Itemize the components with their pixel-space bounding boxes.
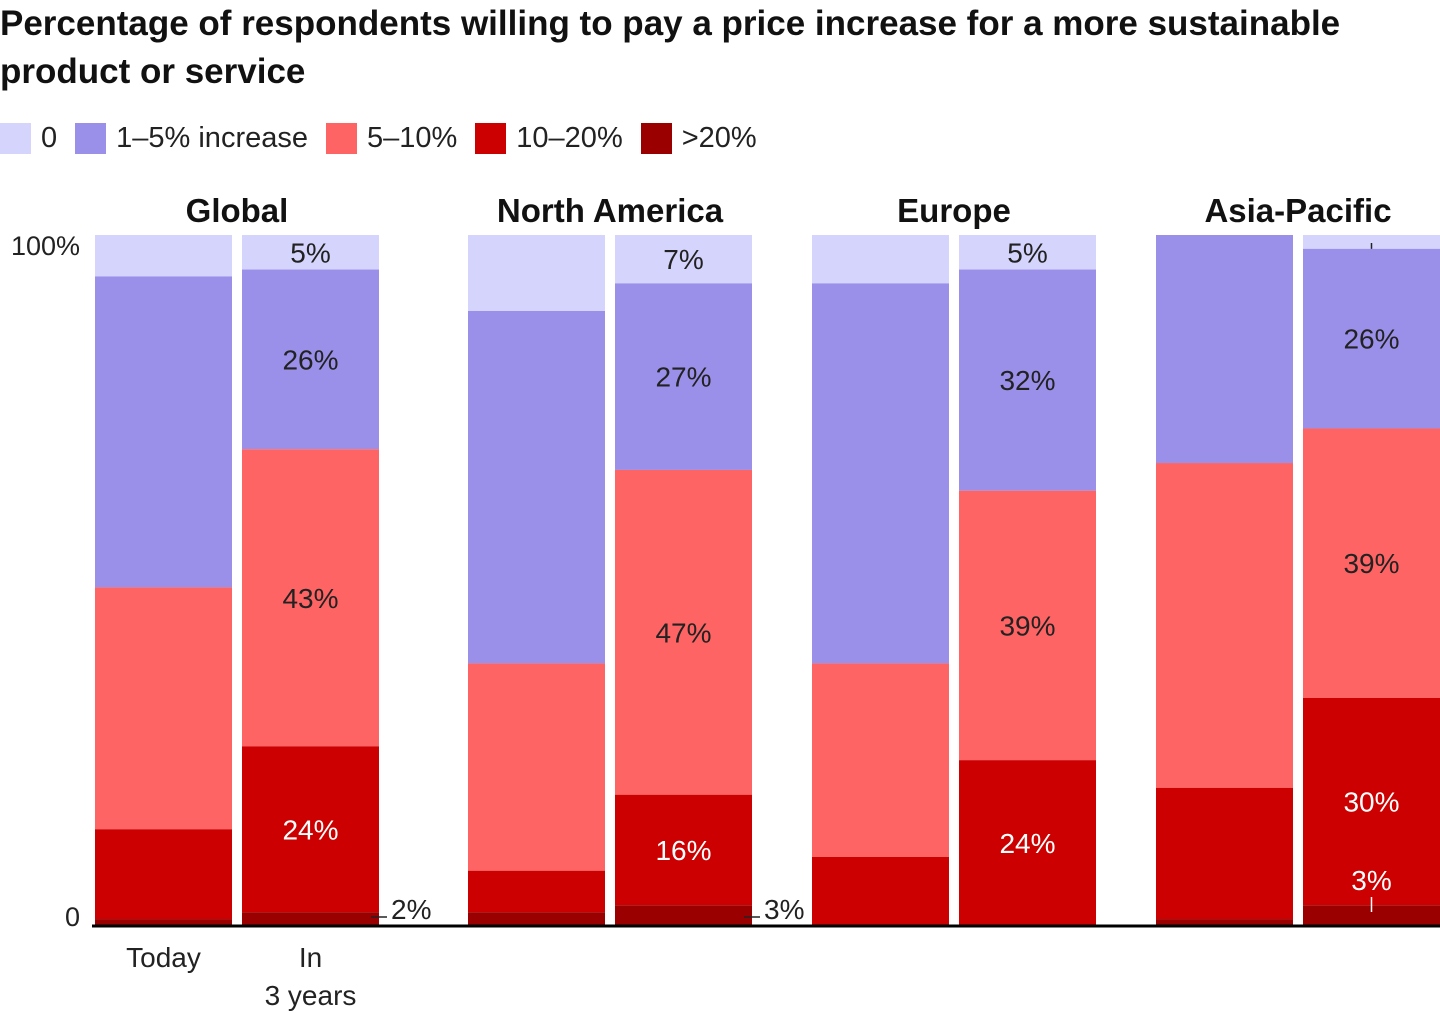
legend-label: 1–5% increase — [116, 122, 308, 154]
legend-swatch — [640, 123, 672, 154]
bar-segment — [95, 276, 232, 588]
bar-segment — [959, 235, 1096, 270]
data-label: 39% — [999, 610, 1055, 641]
legend-swatch — [325, 123, 357, 154]
x-tick-label: Today — [126, 942, 201, 973]
bar-segment — [959, 269, 1096, 491]
bar-segment — [1156, 235, 1293, 464]
bar-segment — [95, 235, 232, 277]
chart-title: Percentage of respondents willing to pay… — [0, 4, 1341, 91]
bar-segment — [615, 235, 752, 284]
bar-segment — [468, 663, 605, 871]
bar-segment — [468, 235, 605, 312]
bar-segment — [1303, 697, 1440, 906]
legend: 0 1–5% increase 5–10% 10–20% >20% — [0, 122, 775, 155]
group-title: North America — [497, 192, 724, 229]
bar-segment — [812, 856, 949, 926]
legend-swatch — [75, 123, 107, 154]
group-title: Asia-Pacific — [1204, 192, 1391, 229]
bar-segment — [95, 829, 232, 920]
data-label: 26% — [282, 344, 338, 375]
bar-segment — [1156, 787, 1293, 920]
legend-label: >20% — [681, 122, 757, 154]
data-label: 3% — [1351, 865, 1391, 896]
data-label: 5% — [1007, 237, 1047, 268]
data-label: 30% — [1343, 787, 1399, 818]
bar-segment — [1303, 428, 1440, 698]
legend-item: 10–20% — [475, 122, 623, 155]
bar-segment — [1303, 905, 1440, 926]
data-label: 24% — [282, 814, 338, 845]
group-title: Europe — [897, 192, 1011, 229]
legend-label: 10–20% — [516, 122, 623, 154]
bar-segment — [615, 469, 752, 795]
data-label: 26% — [1343, 324, 1399, 355]
bar-segment — [95, 587, 232, 830]
bar-segment — [468, 870, 605, 913]
bar-segment — [1303, 235, 1440, 249]
bar-segment — [1156, 919, 1293, 926]
bar-segment — [242, 746, 379, 913]
bar-segment — [812, 235, 949, 284]
legend-swatch — [0, 123, 31, 154]
bar-segment — [95, 919, 232, 926]
data-label: 2% — [391, 894, 431, 925]
bar-segment — [242, 235, 379, 270]
bar-segment — [242, 269, 379, 450]
bar-segment — [1303, 248, 1440, 429]
data-label: 5% — [290, 237, 330, 268]
x-tick-label: 3 years — [265, 980, 357, 1011]
bar-segment — [812, 283, 949, 664]
bar-segment — [615, 905, 752, 926]
group-title: Global — [186, 192, 289, 229]
data-label: 43% — [282, 583, 338, 614]
bar-segment — [242, 912, 379, 926]
bar-segment — [959, 760, 1096, 926]
bar-segment — [615, 794, 752, 906]
y-tick-label: 100% — [11, 231, 80, 261]
legend-swatch — [475, 123, 507, 154]
bar-segment — [242, 449, 379, 747]
data-label: 47% — [655, 617, 711, 648]
bar-segment — [959, 490, 1096, 761]
legend-item: >20% — [640, 122, 757, 155]
data-label: 39% — [1343, 548, 1399, 579]
data-label: 27% — [655, 362, 711, 393]
data-label: 7% — [663, 244, 703, 275]
legend-item: 0 — [0, 122, 57, 155]
bar-segment — [1156, 463, 1293, 788]
data-label: 16% — [655, 835, 711, 866]
y-tick-label: 0 — [65, 902, 80, 932]
bar-segment — [468, 311, 605, 664]
data-label: 24% — [999, 828, 1055, 859]
legend-label: 0 — [41, 122, 58, 154]
legend-label: 5–10% — [366, 122, 458, 154]
bar-segment — [468, 912, 605, 926]
legend-item: 5–10% — [325, 122, 458, 155]
legend-item: 1–5% increase — [75, 122, 308, 155]
data-label: 32% — [999, 365, 1055, 396]
data-label: 3% — [764, 894, 804, 925]
bar-segment — [615, 283, 752, 470]
x-tick-label: In — [299, 942, 322, 973]
bar-segment — [812, 663, 949, 857]
